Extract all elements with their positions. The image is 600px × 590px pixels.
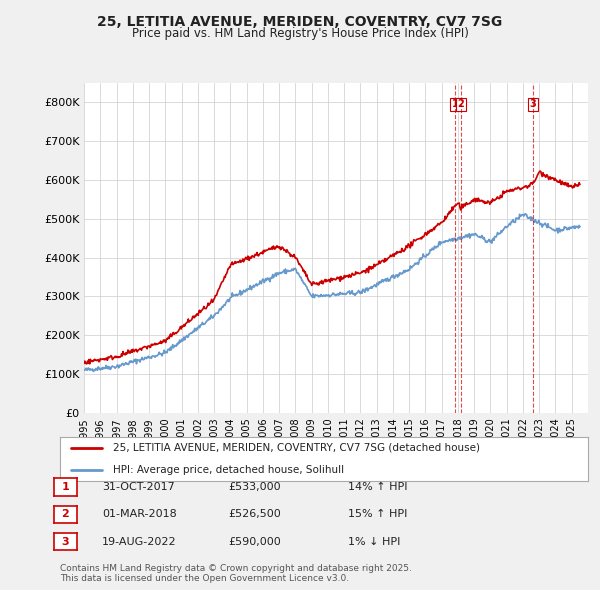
Text: 3: 3 bbox=[62, 537, 69, 546]
Text: 19-AUG-2022: 19-AUG-2022 bbox=[102, 537, 176, 546]
Text: 1: 1 bbox=[452, 99, 458, 109]
Text: 3: 3 bbox=[530, 99, 536, 109]
Text: 25, LETITIA AVENUE, MERIDEN, COVENTRY, CV7 7SG: 25, LETITIA AVENUE, MERIDEN, COVENTRY, C… bbox=[97, 15, 503, 29]
Text: 25, LETITIA AVENUE, MERIDEN, COVENTRY, CV7 7SG (detached house): 25, LETITIA AVENUE, MERIDEN, COVENTRY, C… bbox=[113, 442, 480, 453]
Text: 1: 1 bbox=[62, 483, 69, 492]
Text: Price paid vs. HM Land Registry's House Price Index (HPI): Price paid vs. HM Land Registry's House … bbox=[131, 27, 469, 40]
Text: 2: 2 bbox=[62, 510, 69, 519]
Text: 01-MAR-2018: 01-MAR-2018 bbox=[102, 510, 177, 519]
Text: Contains HM Land Registry data © Crown copyright and database right 2025.
This d: Contains HM Land Registry data © Crown c… bbox=[60, 563, 412, 583]
Text: 1% ↓ HPI: 1% ↓ HPI bbox=[348, 537, 400, 546]
Text: £526,500: £526,500 bbox=[228, 510, 281, 519]
Text: £533,000: £533,000 bbox=[228, 483, 281, 492]
Text: 2: 2 bbox=[457, 99, 464, 109]
Text: HPI: Average price, detached house, Solihull: HPI: Average price, detached house, Soli… bbox=[113, 465, 344, 475]
Text: 14% ↑ HPI: 14% ↑ HPI bbox=[348, 483, 407, 492]
Text: £590,000: £590,000 bbox=[228, 537, 281, 546]
Text: 31-OCT-2017: 31-OCT-2017 bbox=[102, 483, 175, 492]
Text: 15% ↑ HPI: 15% ↑ HPI bbox=[348, 510, 407, 519]
